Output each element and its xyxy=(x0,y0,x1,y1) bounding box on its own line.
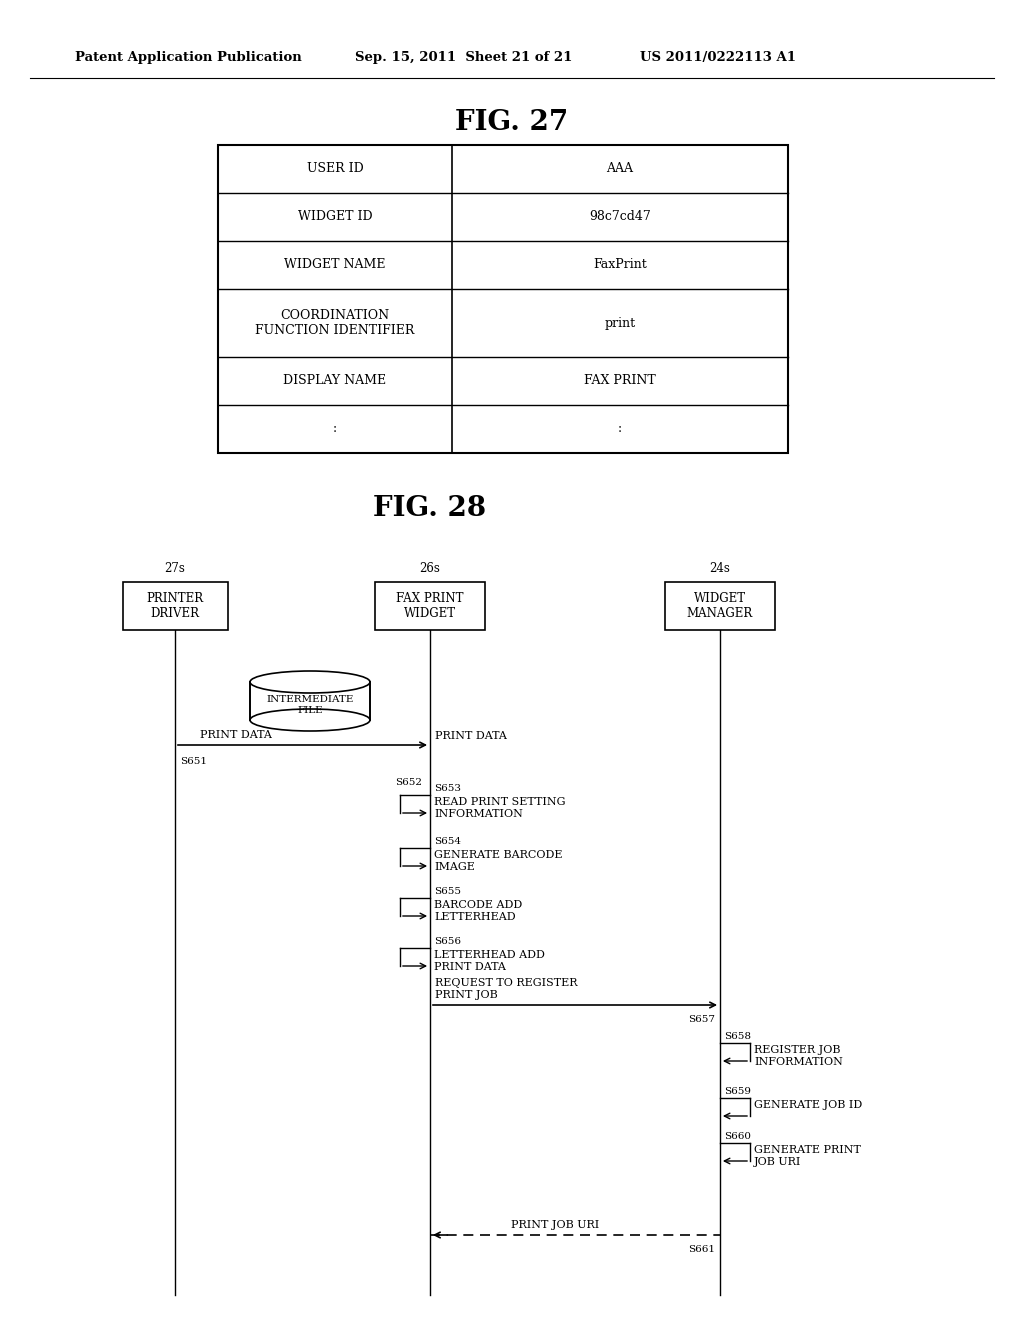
Text: GENERATE JOB ID: GENERATE JOB ID xyxy=(754,1100,862,1110)
Text: PRINT JOB URI: PRINT JOB URI xyxy=(511,1220,599,1230)
Text: US 2011/0222113 A1: US 2011/0222113 A1 xyxy=(640,51,796,65)
Text: S656: S656 xyxy=(434,937,461,946)
Bar xyxy=(123,582,227,630)
Ellipse shape xyxy=(250,709,370,731)
Text: S661: S661 xyxy=(688,1245,715,1254)
Text: GENERATE BARCODE
IMAGE: GENERATE BARCODE IMAGE xyxy=(434,850,562,871)
Text: LETTERHEAD ADD
PRINT DATA: LETTERHEAD ADD PRINT DATA xyxy=(434,950,545,972)
Text: FAX PRINT
WIDGET: FAX PRINT WIDGET xyxy=(396,591,464,620)
Text: PRINT DATA: PRINT DATA xyxy=(200,730,272,741)
Text: WIDGET ID: WIDGET ID xyxy=(298,210,373,223)
Text: PRINTER
DRIVER: PRINTER DRIVER xyxy=(146,591,204,620)
Text: FAX PRINT: FAX PRINT xyxy=(584,375,656,388)
Text: S651: S651 xyxy=(180,756,207,766)
Text: S654: S654 xyxy=(434,837,461,846)
Text: WIDGET
MANAGER: WIDGET MANAGER xyxy=(687,591,753,620)
Text: 24s: 24s xyxy=(710,561,730,574)
Text: BARCODE ADD
LETTERHEAD: BARCODE ADD LETTERHEAD xyxy=(434,900,522,921)
Text: S653: S653 xyxy=(434,784,461,793)
Bar xyxy=(375,582,485,630)
Text: 26s: 26s xyxy=(420,561,440,574)
Text: AAA: AAA xyxy=(606,162,634,176)
Text: DISPLAY NAME: DISPLAY NAME xyxy=(284,375,387,388)
Text: :: : xyxy=(617,422,622,436)
Text: FIG. 27: FIG. 27 xyxy=(456,108,568,136)
Text: S659: S659 xyxy=(724,1086,751,1096)
Text: S657: S657 xyxy=(688,1015,715,1024)
Text: FaxPrint: FaxPrint xyxy=(593,259,647,272)
Text: GENERATE PRINT
JOB URI: GENERATE PRINT JOB URI xyxy=(754,1144,861,1167)
Bar xyxy=(250,682,370,719)
Text: 98c7cd47: 98c7cd47 xyxy=(589,210,651,223)
Text: S655: S655 xyxy=(434,887,461,896)
Text: 27s: 27s xyxy=(165,561,185,574)
Text: :: : xyxy=(333,422,337,436)
Text: Sep. 15, 2011  Sheet 21 of 21: Sep. 15, 2011 Sheet 21 of 21 xyxy=(355,51,572,65)
Text: REGISTER JOB
INFORMATION: REGISTER JOB INFORMATION xyxy=(754,1045,843,1067)
Text: Patent Application Publication: Patent Application Publication xyxy=(75,51,302,65)
Text: S660: S660 xyxy=(724,1133,751,1140)
Text: WIDGET NAME: WIDGET NAME xyxy=(285,259,386,272)
Bar xyxy=(218,145,788,453)
Text: READ PRINT SETTING
INFORMATION: READ PRINT SETTING INFORMATION xyxy=(434,797,565,818)
Text: USER ID: USER ID xyxy=(306,162,364,176)
Text: S658: S658 xyxy=(724,1032,751,1041)
Ellipse shape xyxy=(250,671,370,693)
Text: COORDINATION
FUNCTION IDENTIFIER: COORDINATION FUNCTION IDENTIFIER xyxy=(255,309,415,337)
Text: INTERMEDIATE
FILE: INTERMEDIATE FILE xyxy=(266,696,353,714)
Text: print: print xyxy=(604,317,636,330)
Bar xyxy=(665,582,775,630)
Text: PRINT DATA: PRINT DATA xyxy=(435,731,507,741)
Text: FIG. 28: FIG. 28 xyxy=(374,495,486,521)
Text: REQUEST TO REGISTER
PRINT JOB: REQUEST TO REGISTER PRINT JOB xyxy=(435,978,578,1001)
Text: S652: S652 xyxy=(395,777,422,787)
